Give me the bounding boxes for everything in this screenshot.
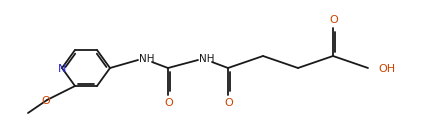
Text: NH: NH (139, 54, 154, 64)
Text: O: O (42, 96, 50, 106)
Text: O: O (164, 98, 173, 108)
Text: O: O (224, 98, 233, 108)
Text: OH: OH (377, 64, 394, 74)
Text: N: N (58, 64, 66, 74)
Text: NH: NH (198, 54, 214, 64)
Text: O: O (329, 15, 338, 25)
